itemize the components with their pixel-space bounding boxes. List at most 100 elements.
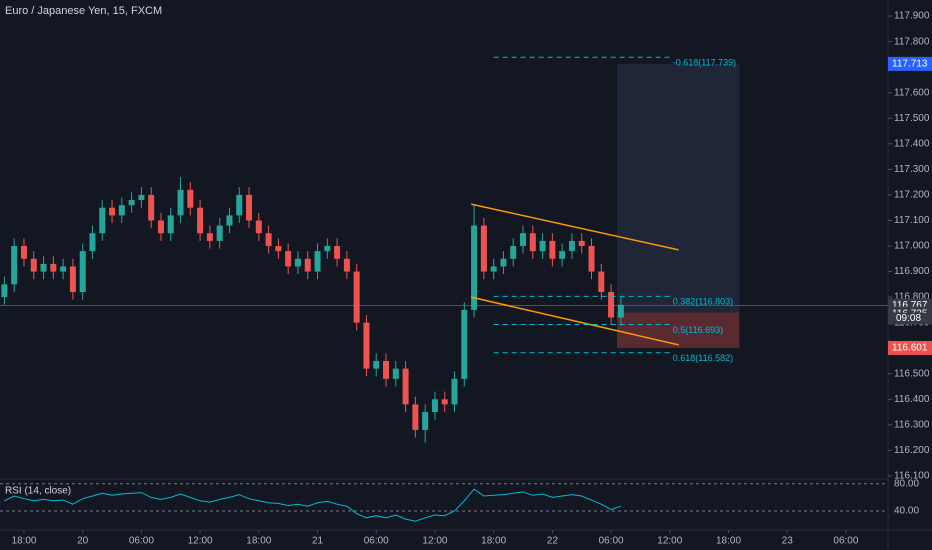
y-tick-label: 117.500: [894, 113, 930, 124]
candle-body: [461, 309, 468, 379]
x-tick-label: 06:00: [364, 536, 389, 547]
y-tick-label: 116.500: [894, 368, 930, 379]
rsi-line: [4, 488, 622, 522]
candle-body: [50, 263, 57, 272]
candle-body: [353, 271, 360, 323]
x-tick-label: 18:00: [716, 536, 741, 547]
fib-label: 0.382(116.803): [673, 297, 733, 307]
candle-body: [128, 200, 135, 206]
x-tick-label: 22: [547, 536, 559, 547]
channel-line: [470, 203, 679, 251]
x-tick-label: 06:00: [129, 536, 154, 547]
candle-body: [40, 263, 47, 272]
x-tick-label: 21: [312, 536, 324, 547]
candle-body: [617, 304, 624, 318]
candle-body: [89, 233, 96, 252]
y-tick-label: 117.900: [894, 11, 930, 22]
candle-body: [392, 368, 399, 379]
fib-label: 0.618(116.582): [673, 353, 733, 363]
candle-body: [255, 220, 262, 234]
candle-body: [148, 194, 155, 221]
rsi-label: RSI (14, close): [5, 486, 71, 497]
candle-body: [304, 258, 311, 272]
x-tick-label: 12:00: [188, 536, 213, 547]
y-tick-label: 116.900: [894, 266, 930, 277]
candle-body: [324, 246, 331, 252]
candle-body: [334, 246, 341, 259]
candle-body: [363, 322, 370, 369]
countdown-box: [888, 312, 932, 325]
candle-body: [206, 233, 213, 241]
y-tick-label: 117.800: [894, 36, 930, 47]
candle-body: [167, 215, 174, 234]
candle-body: [30, 258, 37, 272]
x-tick-label: 18:00: [481, 536, 506, 547]
candle-body: [568, 240, 575, 252]
x-tick-label: 06:00: [833, 536, 858, 547]
x-tick-label: 18:00: [11, 536, 36, 547]
candle-body: [216, 225, 223, 241]
y-tick-label: 117.200: [894, 190, 930, 201]
y-tick-label: 116.400: [894, 394, 930, 405]
candle-body: [559, 251, 566, 259]
candle-body: [343, 258, 350, 272]
position-loss: [616, 312, 740, 348]
price-label-box: [888, 56, 932, 71]
price-label: 117.713: [892, 59, 928, 70]
candle-body: [11, 246, 18, 285]
position-profit: [616, 63, 740, 313]
rsi-tick-label: 80.00: [894, 478, 919, 489]
countdown: 09:08: [896, 313, 921, 324]
candle-body: [490, 266, 497, 272]
fib-label: 0.5(116.693): [673, 325, 723, 335]
candle-body: [177, 189, 184, 216]
x-tick-label: 23: [782, 536, 794, 547]
candle-body: [480, 225, 487, 272]
y-tick-label: 116.800: [894, 292, 930, 303]
candle-body: [226, 215, 233, 226]
y-tick-label: 116.200: [894, 445, 930, 456]
price-label: 116.601: [892, 343, 928, 354]
candle-body: [187, 189, 194, 208]
candle-body: [383, 360, 390, 379]
candle-body: [520, 233, 527, 247]
price-label-box: [888, 340, 932, 355]
candle-body: [1, 284, 8, 298]
candle-body: [510, 246, 517, 259]
channel-line: [470, 296, 679, 346]
price-label: 116.767: [892, 300, 928, 311]
x-tick-label: 06:00: [599, 536, 624, 547]
candle-body: [118, 205, 125, 216]
rsi-tick-label: 40.00: [894, 506, 919, 517]
candle-body: [246, 194, 253, 221]
candle-body: [608, 291, 615, 318]
x-tick-label: 12:00: [422, 536, 447, 547]
candle-body: [431, 399, 438, 413]
chart-title: Euro / Japanese Yen, 15, FXCM: [5, 5, 162, 17]
candle-body: [441, 399, 448, 405]
candle-body: [471, 225, 478, 310]
x-tick-label: 12:00: [657, 536, 682, 547]
candle-body: [539, 240, 546, 252]
candle-body: [598, 271, 605, 292]
candle-body: [20, 246, 27, 259]
candle-body: [99, 207, 106, 234]
x-tick-label: 18:00: [246, 536, 271, 547]
candle-body: [138, 194, 145, 201]
candle-body: [314, 251, 321, 272]
candle-body: [79, 251, 86, 292]
candle-body: [529, 233, 536, 252]
candle-body: [109, 207, 116, 216]
y-tick-label: 117.000: [894, 241, 930, 252]
candle-body: [422, 412, 429, 430]
y-tick-label: 117.300: [894, 164, 930, 175]
y-tick-label: 117.600: [894, 87, 930, 98]
candle-body: [60, 266, 67, 272]
fib-label: -0.618(117.739): [673, 58, 736, 68]
candle-body: [197, 207, 204, 234]
candle-body: [373, 360, 380, 369]
candle-body: [402, 368, 409, 405]
x-tick-label: 20: [77, 536, 89, 547]
